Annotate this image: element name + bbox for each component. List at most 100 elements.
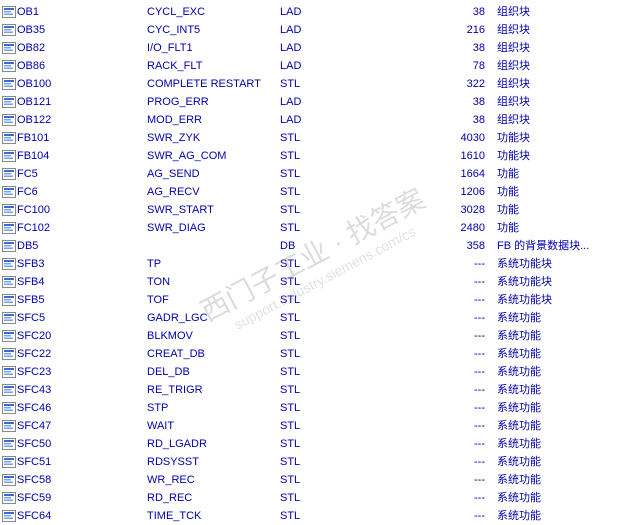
block-name: OB122	[17, 111, 147, 129]
symbolic-name: RACK_FLT	[147, 57, 280, 75]
table-row[interactable]: SFC47WAITSTL---系统功能	[0, 417, 633, 435]
symbolic-name: SWR_AG_COM	[147, 147, 280, 165]
table-row[interactable]: SFB3TPSTL---系统功能块	[0, 255, 633, 273]
language: STL	[280, 417, 425, 435]
language: STL	[280, 165, 425, 183]
symbolic-name: WAIT	[147, 417, 280, 435]
table-row[interactable]: OB82I/O_FLT1LAD38组织块	[0, 39, 633, 57]
block-name: SFC59	[17, 489, 147, 507]
block-name: OB1	[17, 3, 147, 21]
block-name: SFC46	[17, 399, 147, 417]
description: 组织块	[497, 3, 633, 21]
block-icon	[0, 60, 17, 72]
table-row[interactable]: SFC51RDSYSSTSTL---系统功能	[0, 453, 633, 471]
symbolic-name: SWR_DIAG	[147, 219, 280, 237]
block-name: SFC22	[17, 345, 147, 363]
size: 38	[425, 39, 497, 57]
description: 系统功能	[497, 507, 633, 525]
symbolic-name: RDSYSST	[147, 453, 280, 471]
table-row[interactable]: SFC5GADR_LGCSTL---系统功能	[0, 309, 633, 327]
symbolic-name: PROG_ERR	[147, 93, 280, 111]
block-name: OB100	[17, 75, 147, 93]
description: 系统功能	[497, 363, 633, 381]
description: 系统功能	[497, 399, 633, 417]
language: LAD	[280, 57, 425, 75]
description: 系统功能	[497, 489, 633, 507]
table-row[interactable]: SFC50RD_LGADRSTL---系统功能	[0, 435, 633, 453]
table-row[interactable]: SFC20BLKMOVSTL---系统功能	[0, 327, 633, 345]
symbolic-name: GADR_LGC	[147, 309, 280, 327]
symbolic-name: DEL_DB	[147, 363, 280, 381]
description: 组织块	[497, 57, 633, 75]
language: STL	[280, 75, 425, 93]
block-name: OB121	[17, 93, 147, 111]
description: 系统功能	[497, 435, 633, 453]
size: ---	[425, 453, 497, 471]
block-name: FB101	[17, 129, 147, 147]
language: STL	[280, 471, 425, 489]
size: ---	[425, 489, 497, 507]
table-row[interactable]: SFC64TIME_TCKSTL---系统功能	[0, 507, 633, 525]
table-row[interactable]: FC100SWR_STARTSTL3028功能	[0, 201, 633, 219]
language: LAD	[280, 93, 425, 111]
table-row[interactable]: FB101SWR_ZYKSTL4030功能块	[0, 129, 633, 147]
symbolic-name: RD_REC	[147, 489, 280, 507]
table-row[interactable]: FC5AG_SENDSTL1664功能	[0, 165, 633, 183]
block-name: SFC47	[17, 417, 147, 435]
block-icon	[0, 150, 17, 162]
size: 38	[425, 111, 497, 129]
block-name: SFC5	[17, 309, 147, 327]
size: 38	[425, 3, 497, 21]
block-name: FC6	[17, 183, 147, 201]
table-row[interactable]: FB104SWR_AG_COMSTL1610功能块	[0, 147, 633, 165]
table-row[interactable]: OB1CYCL_EXCLAD38组织块	[0, 3, 633, 21]
table-row[interactable]: SFC23DEL_DBSTL---系统功能	[0, 363, 633, 381]
size: ---	[425, 309, 497, 327]
block-icon	[0, 6, 17, 18]
description: 功能	[497, 165, 633, 183]
table-row[interactable]: SFB4TONSTL---系统功能块	[0, 273, 633, 291]
table-row[interactable]: SFC22CREAT_DBSTL---系统功能	[0, 345, 633, 363]
language: STL	[280, 399, 425, 417]
block-name: FC100	[17, 201, 147, 219]
block-name: FC5	[17, 165, 147, 183]
table-row[interactable]: FC6AG_RECVSTL1206功能	[0, 183, 633, 201]
language: STL	[280, 201, 425, 219]
table-row[interactable]: FC102SWR_DIAGSTL2480功能	[0, 219, 633, 237]
symbolic-name: TOF	[147, 291, 280, 309]
table-row[interactable]: OB122MOD_ERRLAD38组织块	[0, 111, 633, 129]
size: 78	[425, 57, 497, 75]
symbolic-name: SWR_START	[147, 201, 280, 219]
size: ---	[425, 399, 497, 417]
size: ---	[425, 291, 497, 309]
symbolic-name: CYC_INT5	[147, 21, 280, 39]
size: ---	[425, 327, 497, 345]
table-row[interactable]: DB5DB358FB 的背景数据块...	[0, 237, 633, 255]
table-row[interactable]: SFC46STPSTL---系统功能	[0, 399, 633, 417]
size: 38	[425, 93, 497, 111]
size: 4030	[425, 129, 497, 147]
table-row[interactable]: OB86RACK_FLTLAD78组织块	[0, 57, 633, 75]
table-row[interactable]: SFC43RE_TRIGRSTL---系统功能	[0, 381, 633, 399]
block-name: SFC58	[17, 471, 147, 489]
description: 系统功能块	[497, 291, 633, 309]
table-row[interactable]: OB100COMPLETE RESTARTSTL322组织块	[0, 75, 633, 93]
table-row[interactable]: OB35CYC_INT5LAD216组织块	[0, 21, 633, 39]
description: 功能块	[497, 147, 633, 165]
language: LAD	[280, 39, 425, 57]
table-row[interactable]: SFC58WR_RECSTL---系统功能	[0, 471, 633, 489]
table-row[interactable]: OB121PROG_ERRLAD38组织块	[0, 93, 633, 111]
description: FB 的背景数据块...	[497, 237, 633, 255]
description: 组织块	[497, 111, 633, 129]
language: STL	[280, 345, 425, 363]
block-icon	[0, 366, 17, 378]
block-icon	[0, 312, 17, 324]
block-icon	[0, 168, 17, 180]
language: STL	[280, 255, 425, 273]
language: STL	[280, 381, 425, 399]
table-row[interactable]: SFB5TOFSTL---系统功能块	[0, 291, 633, 309]
block-icon	[0, 510, 17, 522]
table-row[interactable]: SFC59RD_RECSTL---系统功能	[0, 489, 633, 507]
symbolic-name: BLKMOV	[147, 327, 280, 345]
description: 系统功能	[497, 453, 633, 471]
